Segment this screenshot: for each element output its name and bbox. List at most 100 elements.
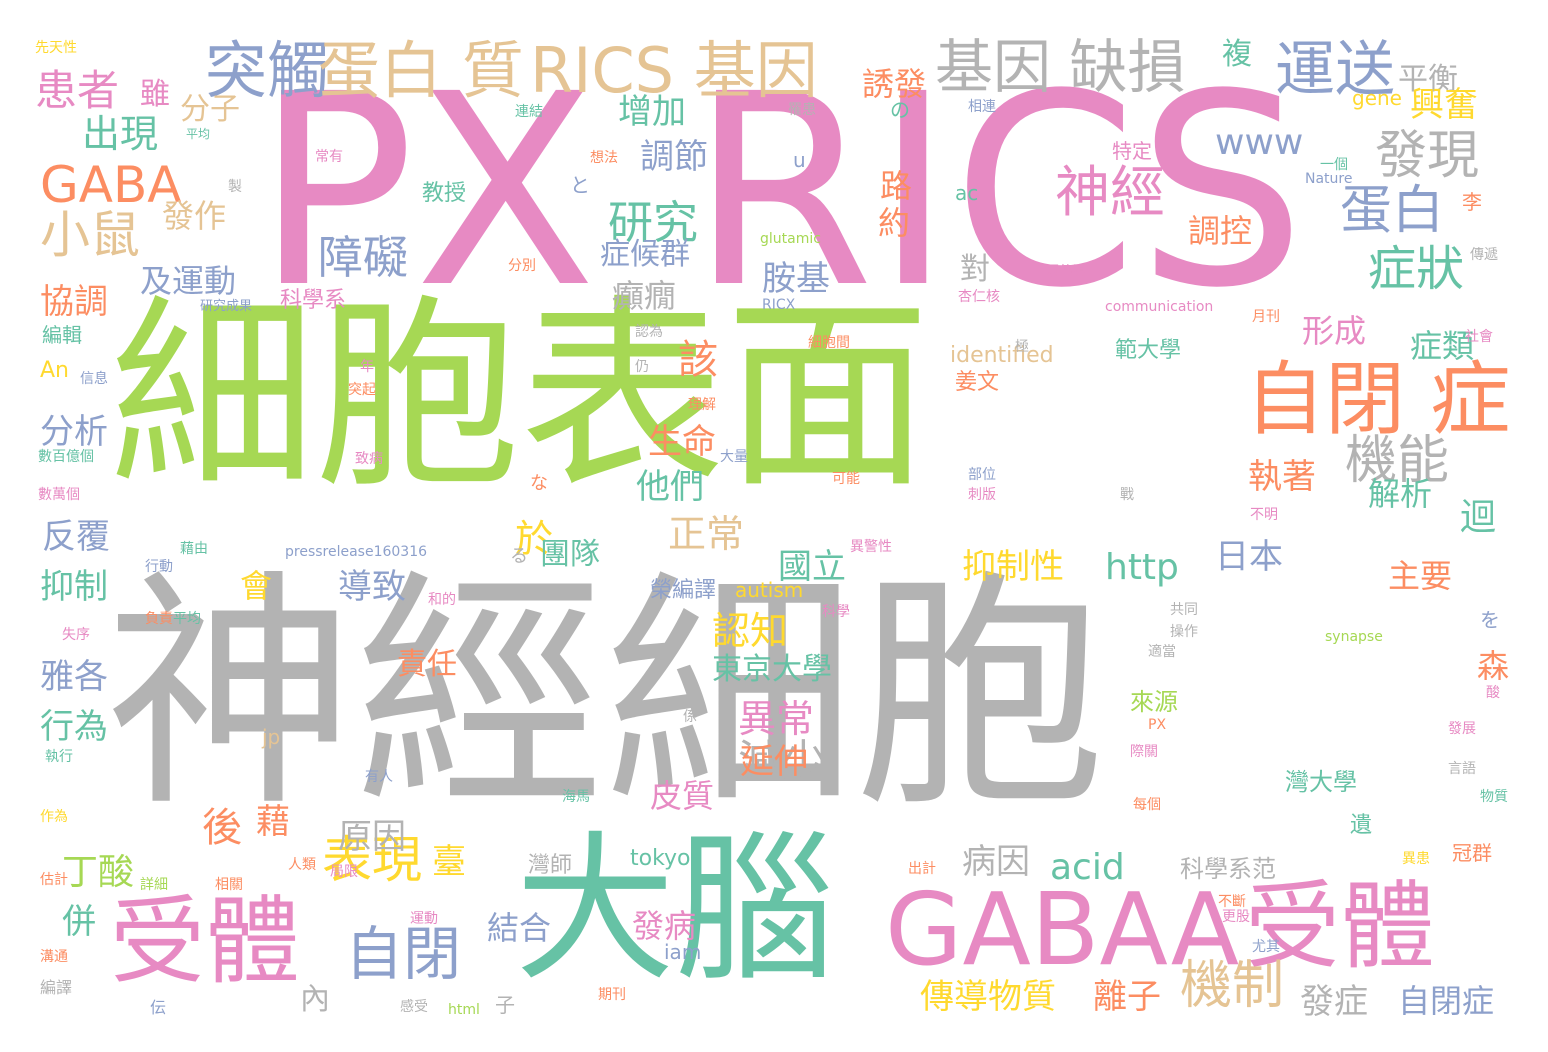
cloud-word: acid [1050, 847, 1125, 888]
cloud-word: 常有 [315, 149, 343, 165]
cloud-word: identified [950, 343, 1054, 368]
cloud-word: 執行 [45, 749, 73, 765]
cloud-word: 出現 [82, 112, 159, 156]
cloud-word: 發病 [632, 907, 697, 945]
cloud-word: 藉由 [180, 541, 208, 557]
cloud-word: 細胞表面 [110, 278, 930, 516]
cloud-word: 李 [1462, 190, 1482, 214]
cloud-word: 科學 [822, 604, 850, 620]
cloud-word: 丁酸 [62, 852, 135, 893]
cloud-word: 他們 [636, 467, 704, 507]
cloud-word: 更股 [1222, 909, 1250, 925]
cloud-word: RICX [762, 297, 796, 313]
cloud-word: 刺版 [968, 487, 996, 503]
cloud-word: 和的 [428, 592, 456, 608]
cloud-word: 迴 [1460, 497, 1497, 538]
cloud-word: 患者 [35, 66, 120, 115]
cloud-word: 受體 [110, 887, 301, 997]
cloud-word: 約 [878, 204, 911, 242]
cloud-word: 灣大學 [1285, 768, 1357, 796]
cloud-word: 導致 [338, 567, 406, 607]
cloud-word: 係 [683, 709, 697, 725]
cloud-word: 每個 [1133, 797, 1161, 813]
cloud-word: 平均 [186, 127, 211, 141]
cloud-word: 症狀 [1368, 241, 1465, 297]
cloud-word: GABAA [885, 871, 1240, 988]
cloud-word: 估計 [40, 872, 68, 888]
cloud-word: 發作 [162, 197, 227, 235]
cloud-word: 該 [678, 337, 718, 383]
cloud-word: Nature [1305, 171, 1353, 187]
cloud-word: 大量 [720, 449, 748, 465]
cloud-word: 年 [360, 359, 374, 375]
cloud-word: html [448, 1002, 480, 1018]
cloud-word: 運送 [1275, 35, 1395, 105]
cloud-word: 自閉 症 [1245, 353, 1511, 446]
cloud-word: 伝 [150, 998, 167, 1017]
cloud-word: 基因 缺損 [935, 33, 1186, 101]
cloud-word: iam [664, 940, 702, 964]
cloud-word: 協調 [40, 282, 108, 322]
cloud-word: 戰 [1120, 487, 1134, 503]
cloud-word: 異常 [738, 697, 815, 741]
cloud-word: 反覆 [42, 517, 110, 557]
cloud-word: 遺 [1350, 813, 1373, 838]
cloud-word: 平均 [173, 611, 201, 627]
cloud-word: 對 [960, 252, 990, 287]
cloud-word: 部位 [968, 467, 996, 483]
cloud-word: 神經 [1055, 160, 1166, 224]
cloud-word: 海馬 [562, 789, 590, 805]
cloud-word: 尤其 [1252, 939, 1280, 955]
cloud-word: 行動 [145, 559, 173, 575]
cloud-word: 誘發 [862, 65, 927, 103]
cloud-word: る [510, 546, 528, 567]
cloud-word: 不明 [1250, 507, 1278, 523]
cloud-word: jp [262, 725, 281, 749]
cloud-word: An [40, 358, 69, 383]
cloud-word: 姜文 [955, 370, 1000, 395]
cloud-word: 形成 [1302, 312, 1367, 350]
cloud-word: 分析 [40, 412, 108, 452]
cloud-word: 細胞間 [808, 335, 850, 351]
cloud-word: 會 [240, 567, 273, 605]
cloud-word: 共同 [1170, 602, 1198, 618]
cloud-word: 分別 [508, 258, 536, 274]
cloud-word: 平衡 [1398, 62, 1458, 97]
cloud-word: 感受 [400, 999, 428, 1015]
cloud-word: 國立 [778, 547, 846, 587]
cloud-word: 教授 [422, 181, 467, 206]
cloud-word: 認知 [712, 609, 789, 653]
cloud-word: 癲癇 [612, 277, 677, 315]
cloud-word: 日本 [1215, 537, 1283, 577]
cloud-word: glutamic [760, 231, 821, 247]
cloud-word: http [1105, 547, 1179, 588]
cloud-word: 異患 [1402, 851, 1430, 867]
cloud-word: 蛋白 [1340, 181, 1445, 241]
cloud-word: 症類 [1410, 327, 1475, 365]
cloud-word: を [1480, 608, 1500, 632]
cloud-word: 發展 [1448, 721, 1476, 737]
cloud-word: 酸 [1486, 685, 1500, 701]
cloud-word: 興奮 [1410, 85, 1478, 125]
cloud-word: 大腦 [515, 816, 836, 1003]
cloud-word: ac [955, 181, 979, 205]
cloud-word: 認為 [635, 324, 663, 340]
cloud-word: 理解 [688, 397, 716, 413]
cloud-word: 傳導物質 [920, 977, 1056, 1017]
cloud-word: 相關 [215, 877, 243, 893]
cloud-word: 科學系范 [1180, 855, 1276, 883]
cloud-word: 範大學 [1115, 338, 1182, 363]
cloud-word: 受體 [1245, 872, 1436, 982]
cloud-word: 不斷 [1218, 894, 1246, 910]
cloud-word: gene [1352, 86, 1402, 110]
cloud-word: 增加 [618, 92, 686, 132]
cloud-word: 解析 [1368, 475, 1433, 513]
cloud-word: 灣師 [528, 853, 573, 878]
cloud-word: pressrelease160316 [285, 544, 428, 560]
cloud-word: 溝通 [40, 949, 68, 965]
cloud-word: 際關 [1130, 744, 1158, 760]
cloud-word: 雖 [140, 77, 170, 112]
cloud-word: 言語 [1448, 761, 1476, 777]
cloud-word: 罹患 [788, 102, 816, 118]
cloud-word: 突起 [348, 382, 376, 398]
